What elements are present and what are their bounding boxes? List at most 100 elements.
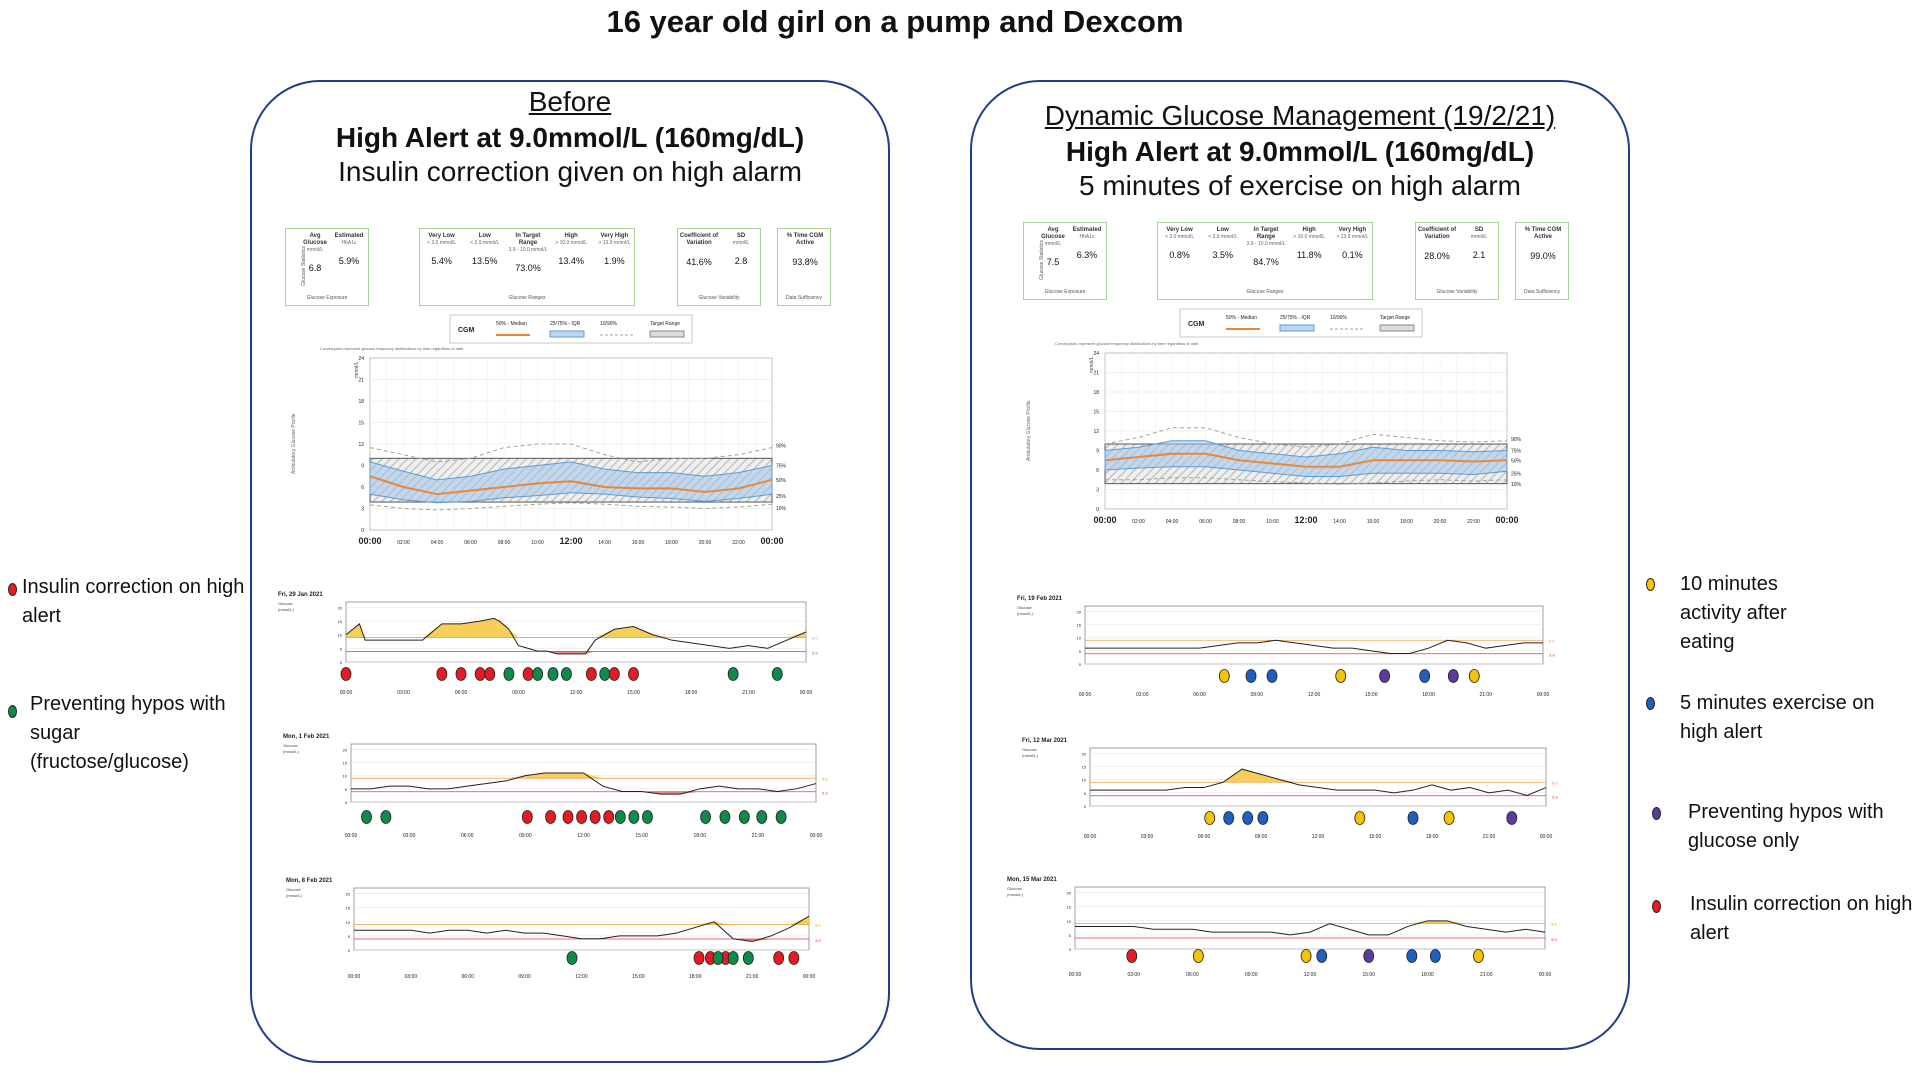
stat-sublabel: > 13.9 mmol/L [598,240,631,246]
agp-x-tick: 18:00 [665,540,678,546]
stat-value: 2.1 [1472,250,1486,260]
daily-y-tick: 15 [346,906,351,911]
glucose-ranges-box: Very Low < 3.0 mmol/L 5.4% Low < 3.9 mmol/L 1… [419,228,635,306]
daily-y-tick: 5 [1069,933,1072,938]
daily-y-tick: 0 [348,948,351,953]
stat-label: Estimated [334,233,364,239]
red-marker [474,667,486,681]
red-marker [628,667,639,681]
agp-percentile-label: 10% [1511,482,1522,488]
agp-ylabel: Ambulatory Glucose Profile [291,413,297,474]
high: High > 10.0 mmol/L 13.4% [550,233,593,266]
stat-sublabel: HbA1c [1079,234,1095,240]
daily-x-tick: 15:00 [1369,834,1382,840]
daily-ylabel: Glucose [1022,747,1037,752]
green-marker [566,951,578,965]
avg-glucose: Avg Glucose mmol/L 6.8 [298,233,332,273]
daily-x-tick: 15:00 [635,833,648,839]
legend-target: Target Range [1380,315,1410,321]
purple-marker [1447,669,1459,683]
stat-value: 5.4% [431,256,452,266]
key-label: Preventing hypos with glucose only [1688,801,1884,852]
glucose-ranges-caption: Glucose Ranges [508,295,546,301]
daily-x-tick: 12:00 [570,690,583,696]
agp-x-tick: 00:00 [358,536,381,546]
red-marker [773,951,785,965]
stat-sublabel: < 3.9 mmol/L [470,240,500,246]
stat-label: % Time CGM Active [786,233,824,246]
agp-y-tick: 15 [1093,410,1099,416]
agp-x-tick: 00:00 [1495,515,1518,525]
glucose-ranges-box: Very Low < 3.0 mmol/L 0.8% Low < 3.9 mmol/L 3… [1157,222,1373,300]
agp-p90-line [1104,427,1508,448]
green-marker [599,667,611,681]
stat-sublabel: HbA1c [341,240,357,246]
legend-target-swatch [649,330,685,338]
daily-x-tick: 06:00 [1198,834,1211,840]
green-marker [547,667,559,681]
agp-y-tick: 6 [1096,468,1099,474]
agp-legend-frame [1179,308,1423,338]
agp-median-line [1104,452,1508,468]
stat-value: 28.0% [1424,251,1450,261]
red-marker [436,667,448,681]
legend-cgm: CGM [458,327,475,334]
agp-iqr-band [369,461,773,504]
daily-frame [1074,886,1546,950]
stat-value: 41.6% [686,257,712,267]
glucose-variability-caption: Glucose Variability [698,295,740,301]
daily-low-label: 3.9 [822,791,828,796]
data-sufficiency-box: % Time CGM Active 93.8% Data Sufficiency [777,228,831,306]
stat-sublabel: 3.9 - 10.0 mmol/L [508,247,548,253]
stat-label: Low [1216,227,1229,233]
key-label: 10 minutes activity after eating [1680,573,1787,653]
agp-x-tick: 00:00 [760,536,783,546]
daily-y-tick: 10 [1082,778,1087,783]
daily-high-label: 9.0 [1552,780,1558,785]
stat-sublabel: 3.9 - 10.0 mmol/L [1246,241,1286,247]
daily-x-tick: 06:00 [461,833,474,839]
green-marker [614,810,626,824]
very-high: Very High > 13.9 mmol/L 0.1% [1331,227,1374,260]
daily-x-tick: 00:00 [345,833,358,839]
stat-value: 0.8% [1169,250,1190,260]
sd: SD mmol/L 2.8 [720,233,762,266]
daily-x-tick: 06:00 [1193,692,1206,698]
agp-x-tick: 22:00 [1467,519,1480,525]
daily-x-tick: 12:00 [1304,972,1317,978]
daily-glucose-line [1085,639,1543,654]
coefficient-of-variation: Coefficient of Variation 41.6% [678,233,720,267]
daily-x-tick: 00:00 [348,974,361,980]
daily-x-tick: 21:00 [1479,692,1492,698]
daily-high-fill [1075,920,1545,924]
glucose-exposure-box: Glucose Statistics Avg Glucose mmol/L 6.8 Es… [285,228,369,306]
daily-x-tick: 21:00 [1480,972,1493,978]
agp-percentile-label: 25% [1511,471,1522,477]
stat-value: 73.0% [515,263,541,273]
daily-x-tick: 12:00 [1312,834,1325,840]
agp-percentile-label: 75% [1511,449,1522,455]
daily-y-tick: 15 [1077,622,1082,627]
daily-high-fill [346,618,806,638]
avg-glucose: Avg Glucose mmol/L 7.5 [1036,227,1070,267]
agp-legend: CGM 50% - Median 25/75% - IQR 10/90% Target … [449,314,693,344]
time-cgm-active: % Time CGM Active 93.8% [778,233,832,267]
stat-sublabel: > 10.0 mmol/L [1293,234,1326,240]
daily-x-tick: 09:00 [1255,834,1268,840]
green-key-marker [8,705,17,718]
green-marker [742,951,754,965]
daily-y-tick: 5 [345,787,348,792]
yellow-marker [1204,811,1216,825]
daily-low-label: 3.9 [1551,937,1557,942]
stat-label: High [1302,227,1316,233]
glucose-variability-caption: Glucose Variability [1436,289,1478,295]
green-marker [503,667,515,681]
high: High > 10.0 mmol/L 11.8% [1288,227,1331,260]
daily-x-tick: 00:00 [803,974,816,980]
time-cgm-active: % Time CGM Active 99.0% [1516,227,1570,261]
daily-x-tick: 00:00 [810,833,823,839]
daily-x-tick: 09:00 [512,690,525,696]
yellow-marker [1443,811,1455,825]
daily-x-tick: 21:00 [746,974,759,980]
daily-low-label: 3.9 [812,650,818,655]
